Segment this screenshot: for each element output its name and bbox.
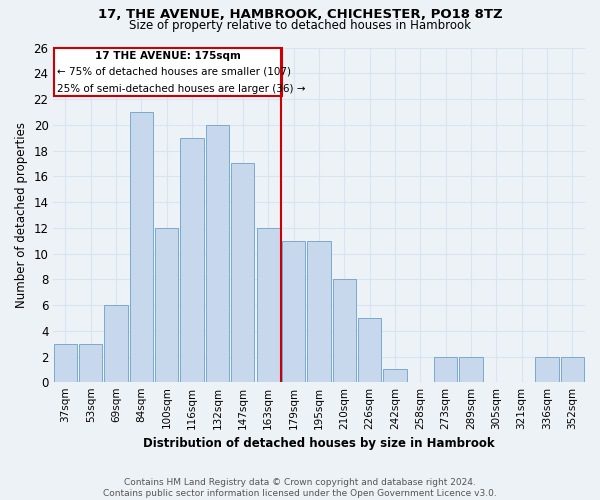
Bar (535, 356, 559, 382)
Bar (130, 112, 153, 382)
Bar (434, 356, 457, 382)
Text: 17, THE AVENUE, HAMBROOK, CHICHESTER, PO18 8TZ: 17, THE AVENUE, HAMBROOK, CHICHESTER, PO… (98, 8, 502, 20)
Bar (257, 228, 280, 382)
Bar (206, 125, 229, 382)
Bar (181, 138, 204, 382)
Bar (231, 164, 254, 382)
Bar (104, 305, 128, 382)
Bar (54, 344, 77, 382)
Text: 17 THE AVENUE: 175sqm: 17 THE AVENUE: 175sqm (95, 52, 241, 62)
X-axis label: Distribution of detached houses by size in Hambrook: Distribution of detached houses by size … (143, 437, 494, 450)
Text: Size of property relative to detached houses in Hambrook: Size of property relative to detached ho… (129, 19, 471, 32)
Bar (358, 318, 381, 382)
Bar (560, 356, 584, 382)
Y-axis label: Number of detached properties: Number of detached properties (15, 122, 28, 308)
Bar (307, 240, 331, 382)
Bar (459, 356, 482, 382)
Bar (155, 228, 178, 382)
Bar (282, 240, 305, 382)
Bar (383, 370, 407, 382)
Bar (79, 344, 103, 382)
Text: 25% of semi-detached houses are larger (36) →: 25% of semi-detached houses are larger (… (56, 84, 305, 94)
Text: ← 75% of detached houses are smaller (107): ← 75% of detached houses are smaller (10… (56, 67, 290, 77)
Text: Contains HM Land Registry data © Crown copyright and database right 2024.
Contai: Contains HM Land Registry data © Crown c… (103, 478, 497, 498)
FancyBboxPatch shape (54, 48, 282, 96)
Bar (332, 280, 356, 382)
